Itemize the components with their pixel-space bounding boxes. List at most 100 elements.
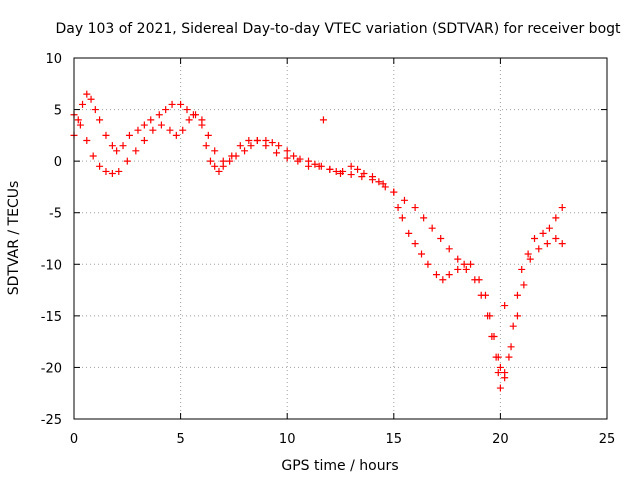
data-point (501, 374, 509, 382)
data-point (140, 121, 148, 129)
data-point (411, 204, 419, 212)
data-point (454, 255, 462, 263)
data-point (155, 111, 163, 119)
x-tick-label: 15 (386, 432, 403, 447)
data-point (405, 229, 413, 237)
data-point (157, 121, 165, 129)
data-point (79, 100, 87, 108)
data-point (488, 332, 496, 340)
y-tick-label: 0 (54, 155, 62, 170)
data-point (294, 157, 302, 165)
data-point (437, 235, 445, 242)
data-point (83, 137, 91, 145)
data-point (347, 171, 355, 179)
data-point (115, 167, 123, 175)
data-point (494, 369, 502, 377)
data-point (147, 116, 155, 124)
data-point (211, 147, 219, 155)
data-point (496, 363, 504, 371)
data-point (552, 214, 560, 222)
data-point (539, 229, 547, 237)
data-point (83, 90, 91, 98)
data-point (477, 291, 485, 299)
data-point (471, 276, 479, 284)
data-point (275, 142, 283, 150)
data-point (172, 131, 180, 139)
y-tick-label: 10 (45, 52, 62, 67)
data-point (418, 250, 426, 258)
data-points (70, 90, 566, 392)
data-point (113, 147, 121, 155)
data-point (202, 142, 210, 150)
data-point (535, 245, 543, 253)
data-point (102, 131, 110, 139)
data-point (492, 353, 500, 361)
data-point (245, 137, 253, 145)
data-point (211, 162, 219, 170)
chart-title: Day 103 of 2021, Sidereal Day-to-day VTE… (55, 21, 621, 37)
data-point (543, 240, 551, 248)
data-point (219, 157, 227, 165)
plot-frame (73, 57, 608, 420)
data-point (326, 165, 334, 173)
data-point (91, 106, 99, 114)
data-point (445, 245, 453, 253)
data-point (236, 142, 244, 150)
data-point (394, 204, 402, 212)
data-point (253, 137, 261, 145)
data-point (96, 116, 104, 124)
data-point (119, 142, 127, 150)
data-point (552, 235, 560, 242)
data-point (134, 126, 142, 134)
data-point (305, 162, 313, 170)
data-point (89, 152, 97, 160)
data-point (428, 224, 436, 232)
data-point (108, 142, 116, 150)
data-point (439, 276, 447, 284)
data-point (454, 265, 462, 273)
series-outliers (319, 116, 509, 310)
data-point (168, 100, 176, 108)
data-point (247, 142, 255, 150)
data-point (108, 170, 116, 178)
data-point (96, 162, 104, 170)
data-point (379, 180, 387, 188)
x-tick-label: 10 (279, 432, 296, 447)
data-point (283, 147, 291, 155)
data-point (74, 116, 82, 124)
y-tick-label: -25 (41, 413, 62, 428)
data-point (420, 214, 428, 222)
data-point (319, 116, 327, 124)
data-point (467, 260, 475, 268)
data-point (558, 240, 566, 248)
data-point (102, 167, 110, 175)
data-point (354, 165, 362, 173)
data-point (462, 265, 470, 273)
series-trace-a (70, 90, 566, 377)
data-point (283, 154, 291, 162)
data-point (347, 162, 355, 170)
data-point (509, 322, 517, 330)
data-point (400, 196, 408, 204)
data-point (132, 147, 140, 155)
y-tick-label: -15 (41, 310, 62, 325)
data-point (513, 312, 521, 320)
data-point (273, 149, 281, 157)
data-point (241, 147, 249, 155)
data-point (390, 188, 398, 196)
data-point (505, 353, 513, 361)
data-point (411, 240, 419, 248)
data-point (337, 170, 344, 178)
data-point (445, 271, 453, 279)
data-point (520, 281, 528, 289)
data-point (183, 106, 191, 114)
data-point (268, 139, 276, 147)
data-point (166, 126, 174, 134)
data-point (496, 384, 504, 392)
data-point (177, 100, 185, 108)
data-point (192, 111, 200, 119)
data-point (398, 214, 406, 222)
axis-ticks: 0 5 10 15 20 25 10 5 0 -5 -10 -15 -20 -25 (41, 52, 616, 447)
x-tick-label: 5 (176, 432, 184, 447)
